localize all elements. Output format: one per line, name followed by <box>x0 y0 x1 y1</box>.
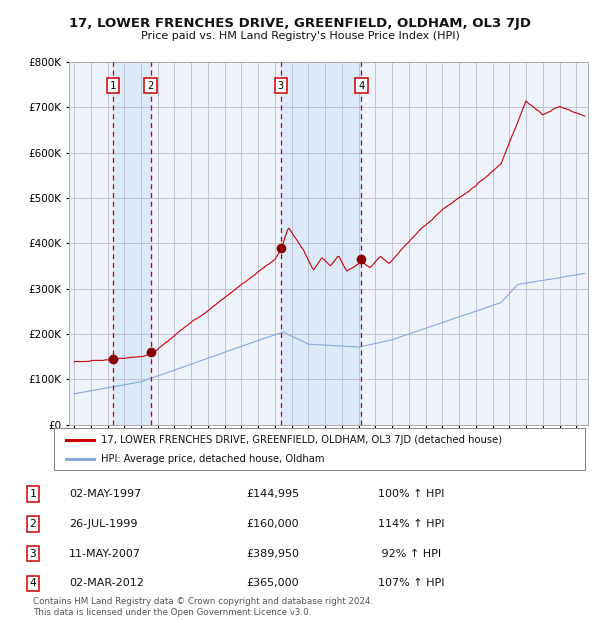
Text: £144,995: £144,995 <box>246 489 299 499</box>
Text: 17, LOWER FRENCHES DRIVE, GREENFIELD, OLDHAM, OL3 7JD (detached house): 17, LOWER FRENCHES DRIVE, GREENFIELD, OL… <box>101 435 502 445</box>
Text: 26-JUL-1999: 26-JUL-1999 <box>69 519 137 529</box>
Text: 17, LOWER FRENCHES DRIVE, GREENFIELD, OLDHAM, OL3 7JD: 17, LOWER FRENCHES DRIVE, GREENFIELD, OL… <box>69 17 531 30</box>
Bar <box>113 62 151 425</box>
Text: £389,950: £389,950 <box>246 549 299 559</box>
Text: £365,000: £365,000 <box>246 578 299 588</box>
Text: 114% ↑ HPI: 114% ↑ HPI <box>378 519 445 529</box>
Text: 11-MAY-2007: 11-MAY-2007 <box>69 549 141 559</box>
Text: Price paid vs. HM Land Registry's House Price Index (HPI): Price paid vs. HM Land Registry's House … <box>140 31 460 41</box>
Bar <box>281 62 361 425</box>
Text: 2: 2 <box>29 519 37 529</box>
Text: 2: 2 <box>148 81 154 91</box>
Text: 02-MAY-1997: 02-MAY-1997 <box>69 489 141 499</box>
Text: 100% ↑ HPI: 100% ↑ HPI <box>378 489 445 499</box>
Text: 3: 3 <box>29 549 37 559</box>
Text: 92% ↑ HPI: 92% ↑ HPI <box>378 549 441 559</box>
Text: 4: 4 <box>29 578 37 588</box>
Text: 02-MAR-2012: 02-MAR-2012 <box>69 578 144 588</box>
Text: Contains HM Land Registry data © Crown copyright and database right 2024.
This d: Contains HM Land Registry data © Crown c… <box>33 598 373 617</box>
Text: 3: 3 <box>278 81 284 91</box>
Text: 4: 4 <box>358 81 365 91</box>
Text: £160,000: £160,000 <box>246 519 299 529</box>
Text: 1: 1 <box>29 489 37 499</box>
Text: HPI: Average price, detached house, Oldham: HPI: Average price, detached house, Oldh… <box>101 454 324 464</box>
Text: 107% ↑ HPI: 107% ↑ HPI <box>378 578 445 588</box>
Text: 1: 1 <box>110 81 116 91</box>
